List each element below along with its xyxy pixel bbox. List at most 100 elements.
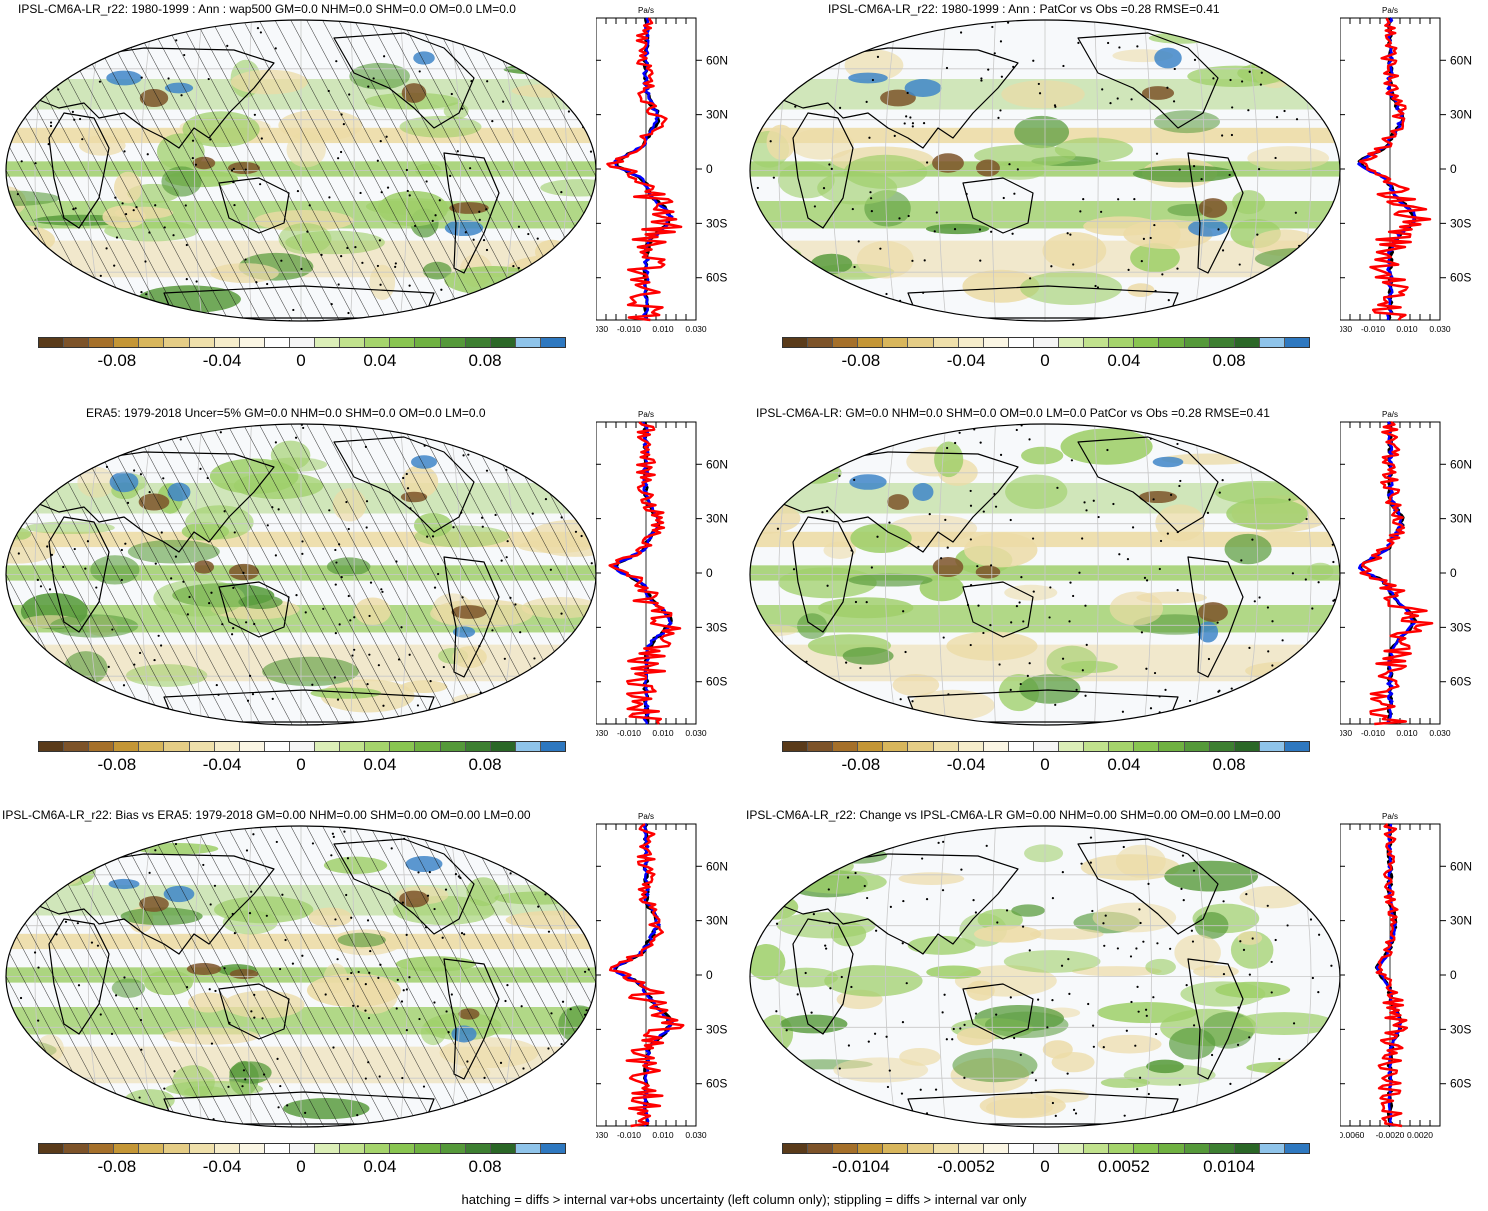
colorbar-tick-label: 0: [1040, 351, 1050, 370]
colorbar-swatch: [64, 1144, 90, 1153]
profile-lat-tick: 0: [706, 566, 713, 580]
colorbar-tick-label: -0.08: [841, 351, 881, 370]
colorbar-swatch: [1084, 338, 1110, 347]
zonal-mean-profile: Pa/s 60N 30N 0 30S 60S -0.030 -0.010 0.010 0.030: [1340, 6, 1472, 334]
colorbar-swatch: [883, 742, 909, 751]
colorbar-swatch: [1209, 1144, 1235, 1153]
colorbar-swatch: [1059, 338, 1085, 347]
colorbar-swatch: [1184, 1144, 1210, 1153]
colorbar-swatch: [1109, 338, 1135, 347]
colorbar-labels: -0.0104 -0.0052 0 0.0052 0.0104: [782, 1157, 1308, 1179]
colorbar-swatch: [808, 1144, 834, 1153]
colorbar-swatch: [340, 338, 366, 347]
profile-x-tick: 0.030: [1429, 324, 1451, 334]
panel-title: IPSL-CM6A-LR_r22: Bias vs ERA5: 1979-201…: [2, 808, 531, 822]
colorbar: [782, 741, 1310, 752]
colorbar-swatch: [239, 338, 265, 347]
profile-lat-tick: 30N: [706, 108, 728, 122]
profile-lat-tick: 0: [1450, 968, 1457, 982]
profile-x-tick: -0.010: [617, 728, 641, 738]
colorbar-tick-label: 0.04: [363, 755, 397, 774]
colorbar-swatch: [1033, 1144, 1060, 1153]
profile-unit: Pa/s: [1382, 6, 1398, 15]
colorbar-swatch: [239, 1144, 265, 1153]
colorbar-swatch: [1008, 338, 1034, 347]
colorbar-swatch: [515, 1144, 541, 1153]
profile-unit: Pa/s: [1382, 410, 1398, 419]
profile-lat-tick: 30S: [706, 620, 727, 634]
zonal-mean-profile: Pa/s 60N 30N 0 30S 60S -0.030 -0.010 0.010 0.030: [1340, 410, 1472, 738]
colorbar-swatch: [39, 742, 65, 751]
colorbar-swatch: [315, 1144, 341, 1153]
colorbar-tick-label: 0.04: [363, 351, 397, 370]
profile-x-tick: -0.030: [1340, 728, 1352, 738]
colorbar-swatch: [264, 1144, 290, 1153]
colorbar-tick-label: 0: [296, 755, 306, 774]
colorbar: [38, 337, 566, 348]
colorbar-swatch: [264, 338, 290, 347]
colorbar-swatch: [490, 338, 516, 347]
colorbar-tick-label: -0.08: [97, 755, 137, 774]
colorbar-swatch: [833, 338, 859, 347]
colorbar-swatch: [1059, 1144, 1085, 1153]
colorbar-swatch: [264, 742, 290, 751]
colorbar-labels: -0.08 -0.04 0 0.04 0.08: [38, 755, 564, 777]
colorbar-tick-label: -0.04: [946, 755, 986, 774]
colorbar-swatch: [239, 742, 265, 751]
profile-unit: Pa/s: [638, 410, 654, 419]
colorbar-swatch: [858, 1144, 884, 1153]
world-map: [749, 423, 1341, 726]
colorbar-swatch: [465, 338, 491, 347]
profile-lat-tick: 60S: [1450, 675, 1471, 689]
colorbar-swatch: [883, 338, 909, 347]
colorbar-swatch: [1084, 1144, 1110, 1153]
profile-lat-tick: 30N: [1450, 108, 1472, 122]
profile-lat-tick: 30S: [1450, 620, 1471, 634]
colorbar-tick-label: 0.0104: [1203, 1157, 1256, 1176]
colorbar-labels: -0.08 -0.04 0 0.04 0.08: [38, 351, 564, 373]
colorbar: [782, 337, 1310, 348]
profile-x-tick: 0.030: [685, 1130, 707, 1140]
colorbar-swatch: [164, 338, 190, 347]
colorbar-swatch: [933, 338, 959, 347]
colorbar-swatch: [1234, 742, 1260, 751]
profile-x-tick: 0.030: [685, 728, 707, 738]
colorbar-swatch: [1134, 338, 1160, 347]
profile-x-tick: 0.010: [652, 728, 674, 738]
profile-lat-tick: 0: [706, 968, 713, 982]
colorbar-tick-label: -0.04: [202, 755, 242, 774]
profile-lat-tick: 60N: [1450, 457, 1472, 471]
colorbar-swatch: [858, 338, 884, 347]
colorbar-swatch: [1109, 742, 1135, 751]
colorbar-swatch: [1259, 1144, 1285, 1153]
colorbar-tick-label: 0.04: [363, 1157, 397, 1176]
colorbar-swatch: [440, 742, 466, 751]
colorbar-swatch: [983, 742, 1009, 751]
colorbar-tick-label: 0.08: [1212, 351, 1246, 370]
world-map: [749, 825, 1341, 1128]
panel-bias-vs-era5: IPSL-CM6A-LR_r22: Bias vs ERA5: 1979-201…: [0, 806, 744, 1206]
colorbar-swatch: [214, 338, 240, 347]
profile-line-model: [1358, 17, 1432, 321]
colorbar-swatch: [1284, 338, 1309, 347]
colorbar-swatch: [340, 1144, 366, 1153]
colorbar-swatch: [189, 338, 215, 347]
profile-lat-tick: 60N: [1450, 859, 1472, 873]
colorbar-tick-label: -0.0052: [937, 1157, 995, 1176]
colorbar-swatch: [540, 338, 565, 347]
colorbar-swatch: [490, 1144, 516, 1153]
colorbar-tick-label: 0: [296, 1157, 306, 1176]
profile-x-tick: -0.010: [617, 1130, 641, 1140]
profile-lat-tick: 60N: [706, 53, 728, 67]
profile-lat-tick: 30N: [706, 914, 728, 928]
colorbar-tick-label: -0.04: [202, 351, 242, 370]
colorbar-swatch: [1134, 742, 1160, 751]
panel-title: IPSL-CM6A-LR_r22: 1980-1999 : Ann : PatC…: [828, 2, 1220, 16]
profile-lat-tick: 0: [706, 162, 713, 176]
colorbar-labels: -0.08 -0.04 0 0.04 0.08: [782, 755, 1308, 777]
profile-unit: Pa/s: [1382, 812, 1398, 821]
colorbar-swatch: [1184, 338, 1210, 347]
profile-lat-tick: 60S: [1450, 1077, 1471, 1091]
colorbar-swatch: [315, 338, 341, 347]
